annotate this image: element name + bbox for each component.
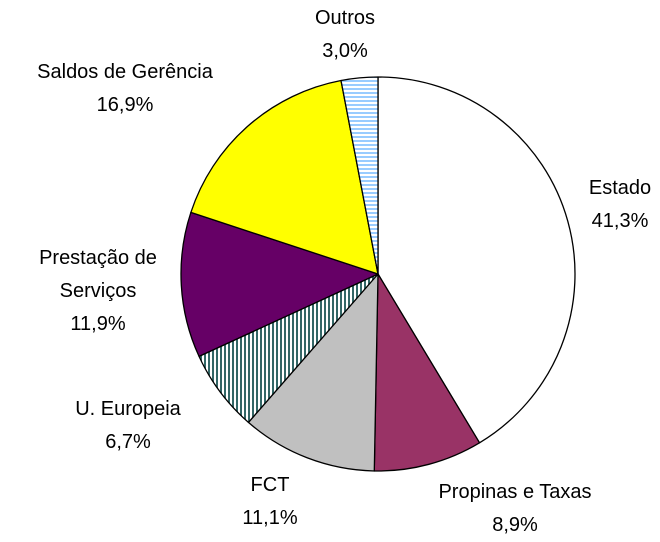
pie-slice — [377, 76, 576, 444]
value-label: 11,9% — [70, 313, 126, 335]
value-label: 11,1% — [242, 507, 298, 529]
value-label: 6,7% — [105, 431, 151, 453]
category-label: Propinas e Taxas — [438, 481, 592, 503]
slice-label: Prestação de Serviços 11,9% — [13, 242, 183, 341]
value-label: 16,9% — [96, 94, 154, 116]
pie-slice — [340, 76, 379, 275]
slice-label: Estado 41,3% — [560, 172, 660, 238]
category-label: FCT — [250, 474, 290, 496]
slice-label: Saldos de Gerência 16,9% — [0, 56, 255, 122]
pie-slice — [247, 273, 379, 472]
value-label: 8,9% — [492, 514, 538, 536]
pie-slice — [373, 273, 481, 472]
slice-label: U. Europeia 6,7% — [58, 393, 198, 459]
category-label: Estado — [588, 177, 652, 199]
value-label: 3,0% — [322, 40, 368, 62]
category-label: Outros — [314, 7, 376, 29]
value-label: 41,3% — [591, 210, 649, 232]
slice-label: Outros 3,0% — [295, 2, 395, 68]
category-label: U. Europeia — [75, 398, 181, 420]
pie-slice — [190, 79, 379, 275]
category-label: Saldos de Gerência — [37, 61, 213, 83]
slice-label: FCT 11,1% — [220, 469, 320, 535]
pie-slice — [180, 211, 379, 357]
slice-label: Propinas e Taxas 8,9% — [405, 476, 625, 542]
category-label: Prestação de Serviços — [39, 247, 157, 302]
